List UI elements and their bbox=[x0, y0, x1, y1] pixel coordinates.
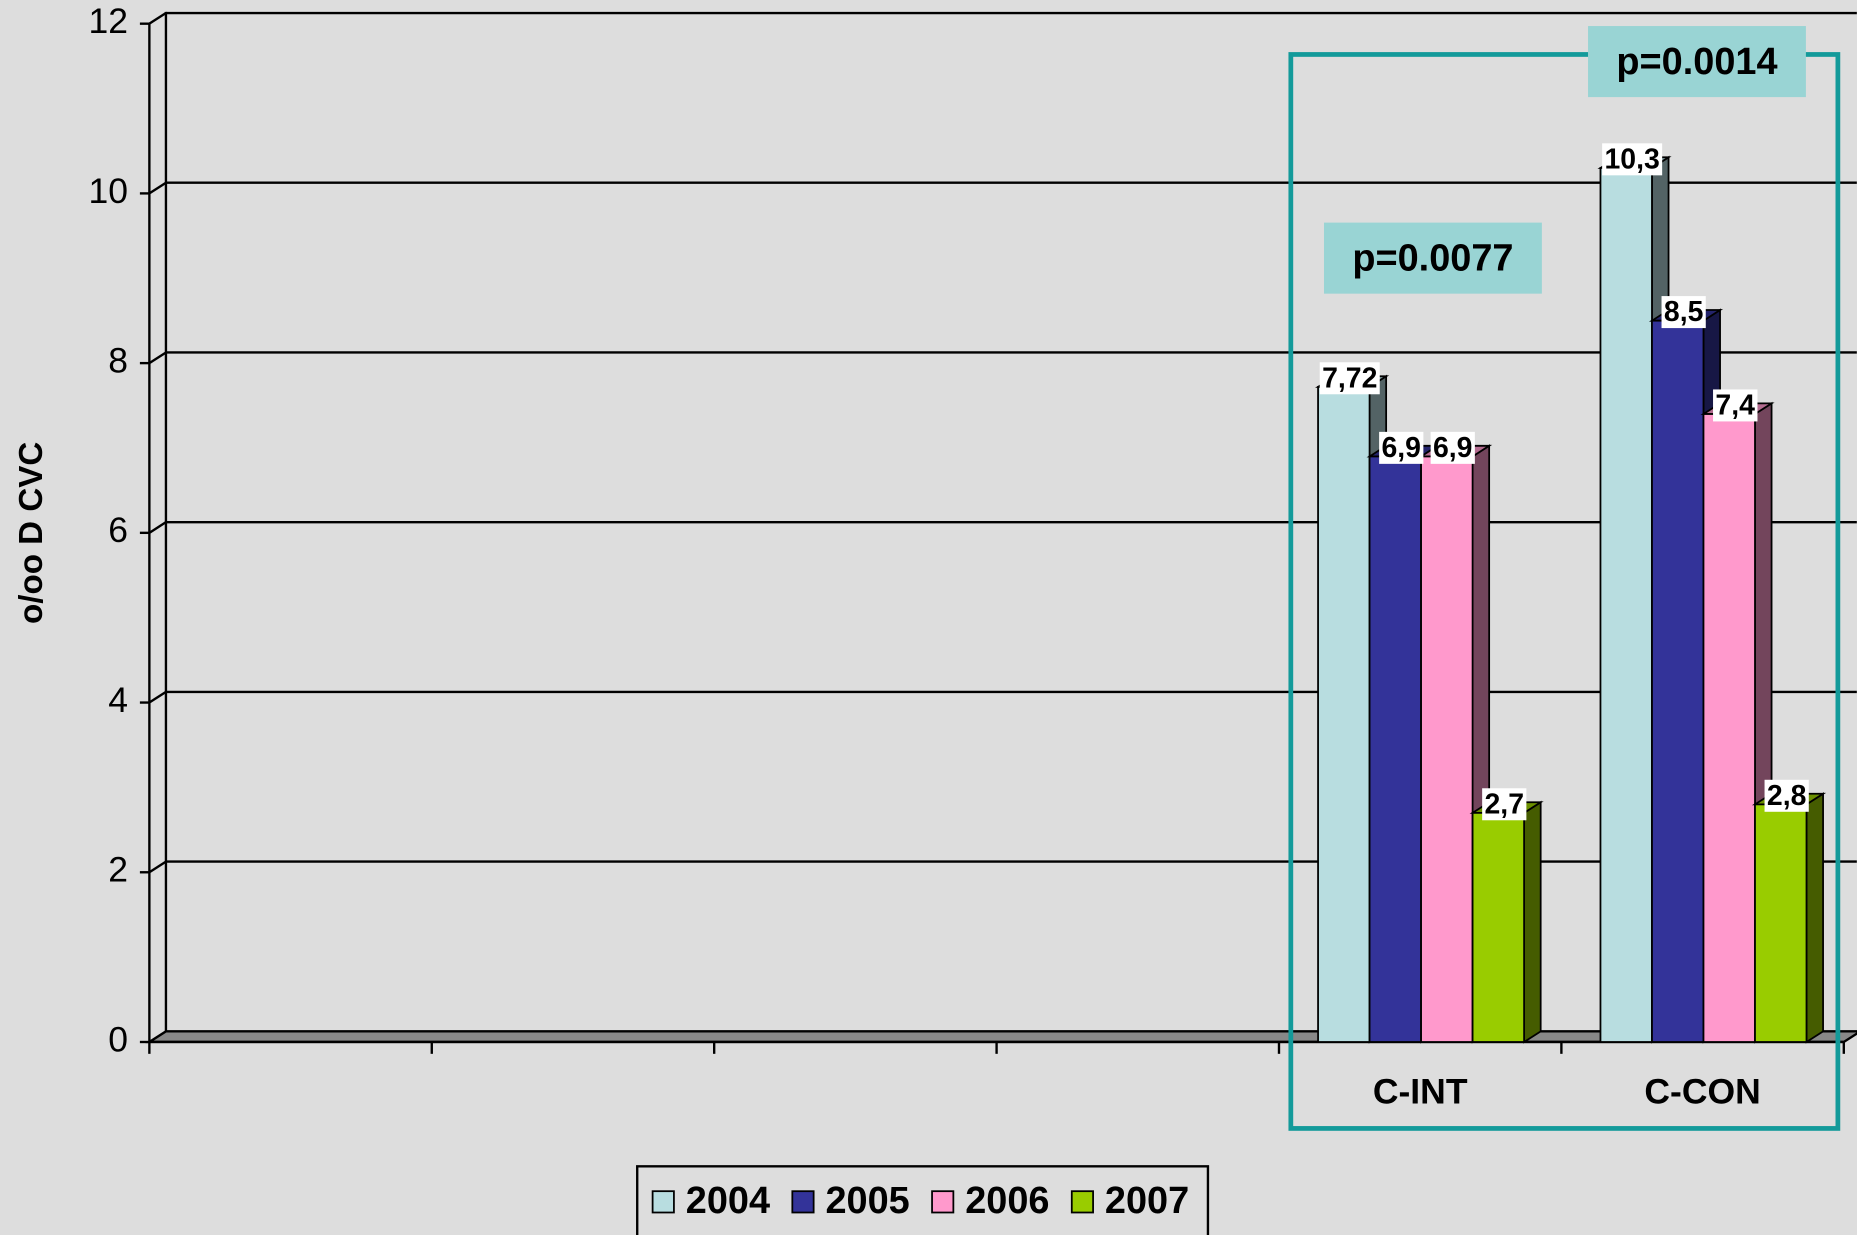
legend-swatch bbox=[651, 1190, 675, 1214]
data-label: 8,5 bbox=[1664, 296, 1704, 328]
y-tick-label: 10 bbox=[89, 171, 129, 211]
legend-swatch bbox=[791, 1190, 815, 1214]
grid-line-side bbox=[148, 860, 167, 874]
legend-label: 2004 bbox=[686, 1180, 770, 1222]
data-label: 2,7 bbox=[1485, 788, 1525, 820]
data-label-bg bbox=[1764, 779, 1809, 812]
annotation-box bbox=[1588, 26, 1806, 98]
bar-front bbox=[1599, 167, 1653, 1043]
x-tick-label: C-INT bbox=[1373, 1071, 1468, 1111]
y-tick-label: 0 bbox=[108, 1019, 128, 1059]
data-label: 7,72 bbox=[1322, 362, 1377, 394]
data-label: 2,8 bbox=[1767, 780, 1807, 812]
grid-line-side bbox=[148, 12, 167, 25]
data-label: 6,9 bbox=[1433, 432, 1473, 464]
data-label-bg bbox=[1482, 788, 1527, 821]
bar-side bbox=[1805, 792, 1824, 1044]
bar-front bbox=[1317, 385, 1371, 1043]
data-label-bg bbox=[1430, 431, 1475, 464]
bar-front bbox=[1368, 455, 1422, 1043]
data-label: 7,4 bbox=[1715, 389, 1755, 421]
data-label: 6,9 bbox=[1381, 432, 1421, 464]
legend-label: 2007 bbox=[1105, 1180, 1189, 1222]
legend-label: 2006 bbox=[965, 1180, 1049, 1222]
legend-swatch bbox=[1070, 1190, 1094, 1214]
bar-front bbox=[1702, 413, 1756, 1043]
bar bbox=[1469, 800, 1544, 1044]
x-tick-label: C-CON bbox=[1644, 1071, 1760, 1111]
y-axis-title: o/oo D CVC bbox=[13, 442, 50, 624]
bar-side bbox=[1523, 800, 1542, 1044]
annotation: p=0.0077 bbox=[1352, 238, 1513, 280]
bar-front bbox=[1651, 319, 1705, 1043]
data-label-bg bbox=[1319, 362, 1380, 395]
data-label-bg bbox=[1661, 296, 1706, 329]
y-tick-label: 6 bbox=[108, 510, 128, 550]
data-label-bg bbox=[1713, 389, 1758, 422]
bar-front bbox=[1420, 455, 1474, 1043]
y-tick-label: 4 bbox=[108, 680, 128, 720]
bar bbox=[1700, 401, 1775, 1044]
grid-line-side bbox=[148, 181, 167, 195]
y-tick-label: 12 bbox=[89, 1, 129, 41]
data-label: 10,3 bbox=[1604, 143, 1659, 175]
bar-front bbox=[1471, 811, 1525, 1043]
legend-swatch bbox=[931, 1190, 955, 1214]
legend-label: 2005 bbox=[825, 1180, 909, 1222]
bar-front bbox=[1754, 803, 1808, 1043]
annotation: p=0.0014 bbox=[1616, 41, 1777, 83]
legend-box bbox=[636, 1165, 1210, 1235]
y-tick-label: 8 bbox=[108, 341, 128, 381]
grid-line-side bbox=[148, 690, 167, 704]
y-tick-label: 2 bbox=[108, 850, 128, 890]
annotation-box bbox=[1323, 222, 1542, 294]
grid-line-side bbox=[148, 521, 167, 534]
highlight-frame bbox=[1288, 52, 1841, 1131]
data-label-bg bbox=[1379, 431, 1424, 464]
bar bbox=[1751, 792, 1827, 1044]
grid-line-side bbox=[148, 351, 167, 365]
data-label-bg bbox=[1602, 143, 1663, 176]
